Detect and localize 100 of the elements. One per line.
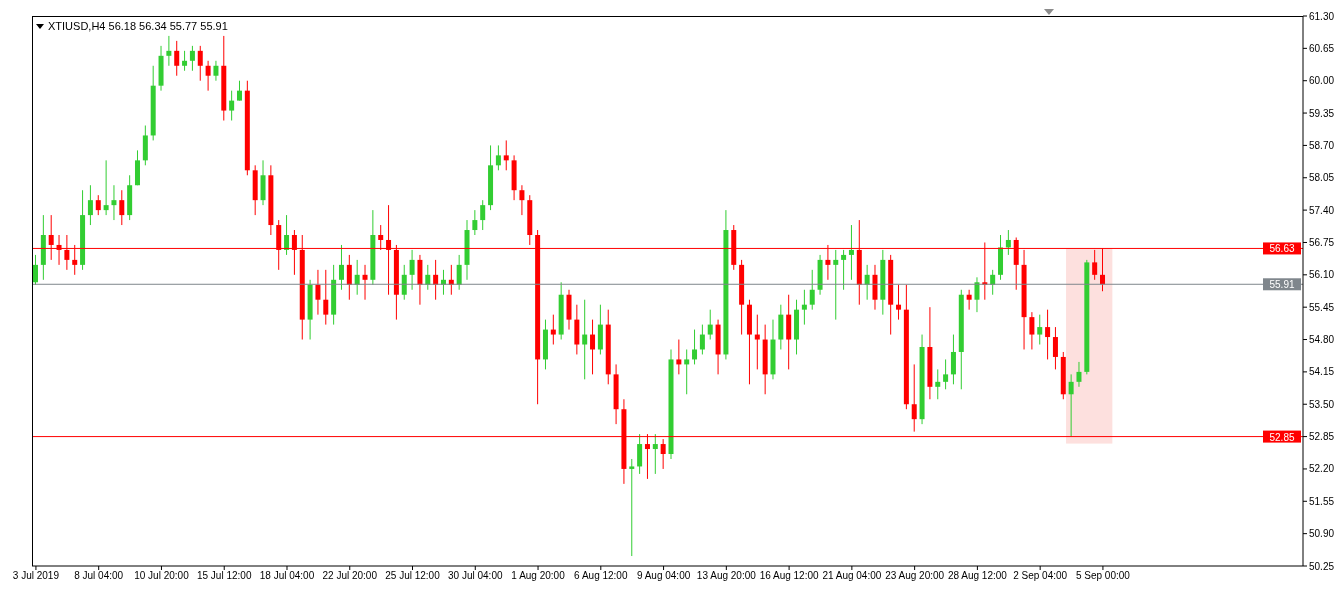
y-tick-label: 51.55 <box>1309 495 1335 507</box>
y-tick-label: 50.90 <box>1309 528 1335 540</box>
candlestick <box>550 314 556 346</box>
x-tick-label: 10 Jul 20:00 <box>134 570 190 582</box>
candlestick <box>456 254 462 291</box>
x-tick-label: 16 Aug 12:00 <box>759 570 820 582</box>
candlestick <box>935 368 941 400</box>
candlestick <box>637 433 643 475</box>
y-tick-label: 52.20 <box>1309 463 1335 475</box>
candlestick <box>754 314 760 370</box>
candlestick <box>480 199 486 231</box>
x-tick-label: 30 Jul 04:00 <box>448 570 503 582</box>
candlestick <box>346 254 352 301</box>
x-tick-label: 18 Jul 04:00 <box>259 570 315 582</box>
candlestick <box>676 339 682 375</box>
y-tick-label: 52.85 <box>1309 431 1335 443</box>
candlestick <box>472 209 478 236</box>
candlestick <box>1037 314 1043 346</box>
candlestick <box>590 319 596 375</box>
candlestick <box>966 289 972 311</box>
candlestick <box>229 90 235 122</box>
candlestick <box>174 40 180 77</box>
x-tick-label: 5 Sep 00:00 <box>1075 570 1131 582</box>
candlestick <box>495 144 501 171</box>
candlestick <box>943 358 949 390</box>
candlestick <box>362 264 368 301</box>
candlestick <box>1005 229 1011 256</box>
candlestick <box>707 309 713 341</box>
ref-line-label: 52.85 <box>1269 431 1295 443</box>
candlestick <box>629 458 635 557</box>
candlestick <box>911 363 917 433</box>
chart-title: XTIUSD,H4 56.18 56.34 55.77 55.91 <box>48 20 228 32</box>
candlestick <box>699 324 705 355</box>
candlestick <box>95 194 101 216</box>
y-tick-label: 58.70 <box>1309 139 1335 151</box>
candlestick <box>519 184 525 216</box>
candlestick <box>33 254 38 286</box>
x-tick-label: 23 Aug 20:00 <box>885 570 945 582</box>
candlestick <box>990 269 996 296</box>
x-tick-label: 21 Aug 04:00 <box>822 570 882 582</box>
candlestick <box>1052 326 1058 370</box>
candlestick <box>848 224 854 281</box>
candlestick <box>284 214 290 256</box>
y-tick-label: 54.15 <box>1309 366 1335 378</box>
candlestick <box>950 334 956 385</box>
candlestick <box>315 269 321 316</box>
candlestick <box>205 60 211 92</box>
candlestick <box>166 35 172 67</box>
candlestick <box>182 50 188 72</box>
y-tick-label: 56.10 <box>1309 269 1335 281</box>
candlestick <box>433 259 439 301</box>
x-tick-label: 8 Jul 04:00 <box>74 570 124 582</box>
candlestick <box>652 433 658 475</box>
candlestick <box>1076 361 1082 388</box>
candlestick <box>87 184 93 226</box>
candlestick <box>189 45 195 72</box>
candlestick <box>425 264 431 291</box>
candlestick <box>236 80 242 102</box>
candlestick <box>582 299 588 380</box>
candlestick <box>338 244 344 291</box>
candlestick <box>864 264 870 301</box>
candlestick <box>684 348 690 395</box>
candlestick <box>833 249 839 321</box>
candlestick <box>1029 311 1035 350</box>
y-tick-label: 61.30 <box>1309 10 1335 22</box>
y-tick-label: 50.25 <box>1309 560 1335 572</box>
ref-line-label: 56.63 <box>1269 243 1295 255</box>
candlestick <box>111 184 117 221</box>
candlestick <box>896 284 902 321</box>
candlestick <box>119 189 125 226</box>
x-tick-label: 6 Aug 12:00 <box>574 570 628 582</box>
y-tick-label: 56.75 <box>1309 237 1335 249</box>
candlestick <box>503 139 509 171</box>
y-tick-label: 55.45 <box>1309 301 1335 313</box>
y-tick-label: 58.05 <box>1309 172 1335 184</box>
candlestick <box>1045 309 1051 360</box>
y-tick-label: 59.35 <box>1309 107 1335 119</box>
candlestick <box>974 276 980 313</box>
y-tick-label: 53.50 <box>1309 398 1335 410</box>
x-tick-label: 3 Jul 2019 <box>12 570 60 582</box>
candlestick <box>801 289 807 326</box>
x-tick-label: 28 Aug 12:00 <box>947 570 1008 582</box>
x-tick-label: 22 Jul 20:00 <box>322 570 378 582</box>
ref-line-label: 55.91 <box>1269 279 1295 291</box>
y-tick-label: 60.65 <box>1309 42 1335 54</box>
candlestick <box>401 264 407 301</box>
y-tick-label: 60.00 <box>1309 75 1335 87</box>
candlestick <box>354 259 360 296</box>
candlestick <box>809 269 815 311</box>
x-tick-label: 1 Aug 20:00 <box>511 570 566 582</box>
x-tick-label: 25 Jul 12:00 <box>385 570 441 582</box>
candlestick <box>323 269 329 326</box>
candlestick <box>692 329 698 365</box>
candlestick <box>1068 373 1074 438</box>
candlestick <box>409 249 415 291</box>
x-tick-label: 15 Jul 12:00 <box>196 570 252 582</box>
x-tick-label: 2 Sep 04:00 <box>1013 570 1068 582</box>
x-tick-label: 9 Aug 04:00 <box>636 570 691 582</box>
candlestick <box>841 249 847 291</box>
candlestick <box>103 159 109 216</box>
